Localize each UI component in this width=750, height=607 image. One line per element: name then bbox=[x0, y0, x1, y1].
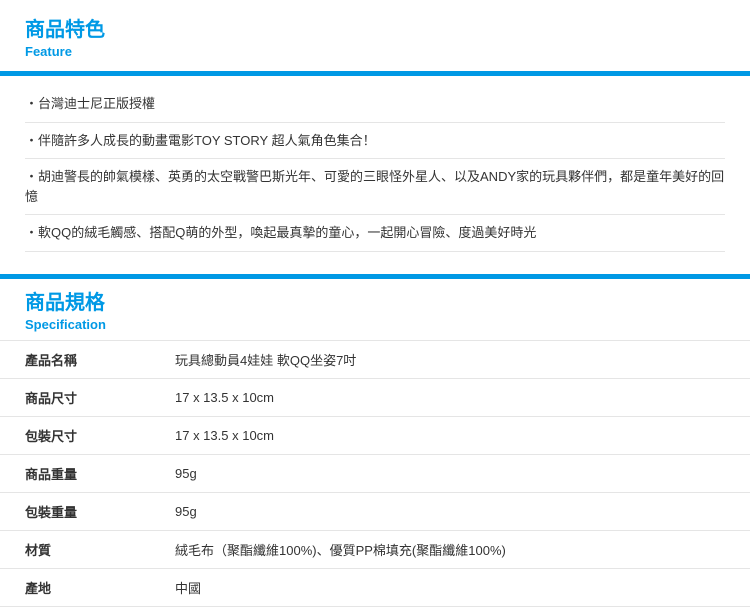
spec-value: 絨毛布（聚酯纖維100%)、優質PP棉填充(聚酯纖維100%) bbox=[150, 530, 750, 568]
table-row: 產地 中國 bbox=[0, 568, 750, 606]
spec-label: 商品重量 bbox=[0, 454, 150, 492]
spec-value: 95g bbox=[150, 492, 750, 530]
table-row: 包裝重量 95g bbox=[0, 492, 750, 530]
spec-label: 商品尺寸 bbox=[0, 378, 150, 416]
spec-value: 玩具總動員4娃娃 軟QQ坐姿7吋 bbox=[150, 341, 750, 379]
feature-section: 商品特色 Feature ・台灣迪士尼正版授權 ・伴隨許多人成長的動畫電影TOY… bbox=[0, 0, 750, 272]
spec-label: 產品名稱 bbox=[0, 341, 150, 379]
feature-item-text: 台灣迪士尼正版授權 bbox=[38, 96, 155, 111]
spec-value: 中國 bbox=[150, 568, 750, 606]
spec-value: 95g bbox=[150, 454, 750, 492]
feature-list: ・台灣迪士尼正版授權 ・伴隨許多人成長的動畫電影TOY STORY 超人氣角色集… bbox=[0, 76, 750, 272]
spec-subtitle: Specification bbox=[25, 317, 725, 332]
table-row: 材質 絨毛布（聚酯纖維100%)、優質PP棉填充(聚酯纖維100%) bbox=[0, 530, 750, 568]
spec-value: 17 x 13.5 x 10cm bbox=[150, 378, 750, 416]
spec-label: 材質 bbox=[0, 530, 150, 568]
feature-subtitle: Feature bbox=[25, 44, 725, 59]
feature-item: ・胡迪警長的帥氣模樣、英勇的太空戰警巴斯光年、可愛的三眼怪外星人、以及ANDY家… bbox=[25, 159, 725, 215]
feature-item: ・軟QQ的絨毛觸感、搭配Q萌的外型，喚起最真摯的童心，一起開心冒險、度過美好時光 bbox=[25, 215, 725, 252]
spec-header: 商品規格 Specification bbox=[0, 279, 750, 341]
spec-table: 產品名稱 玩具總動員4娃娃 軟QQ坐姿7吋 商品尺寸 17 x 13.5 x 1… bbox=[0, 341, 750, 607]
table-row: 包裝尺寸 17 x 13.5 x 10cm bbox=[0, 416, 750, 454]
feature-title: 商品特色 bbox=[25, 18, 725, 42]
table-row: 商品重量 95g bbox=[0, 454, 750, 492]
spec-section: 商品規格 Specification 產品名稱 玩具總動員4娃娃 軟QQ坐姿7吋… bbox=[0, 279, 750, 607]
feature-item: ・伴隨許多人成長的動畫電影TOY STORY 超人氣角色集合！ bbox=[25, 123, 725, 160]
table-row: 商品尺寸 17 x 13.5 x 10cm bbox=[0, 378, 750, 416]
spec-title: 商品規格 bbox=[25, 291, 725, 315]
feature-header: 商品特色 Feature bbox=[0, 0, 750, 69]
table-row: 產品名稱 玩具總動員4娃娃 軟QQ坐姿7吋 bbox=[0, 341, 750, 379]
feature-item: ・台灣迪士尼正版授權 bbox=[25, 86, 725, 123]
feature-item-text: 胡迪警長的帥氣模樣、英勇的太空戰警巴斯光年、可愛的三眼怪外星人、以及ANDY家的… bbox=[25, 169, 724, 204]
spec-label: 產地 bbox=[0, 568, 150, 606]
feature-item-text: 軟QQ的絨毛觸感、搭配Q萌的外型，喚起最真摯的童心，一起開心冒險、度過美好時光 bbox=[38, 225, 536, 240]
feature-item-text: 伴隨許多人成長的動畫電影TOY STORY 超人氣角色集合！ bbox=[38, 133, 376, 148]
spec-value: 17 x 13.5 x 10cm bbox=[150, 416, 750, 454]
spec-label: 包裝尺寸 bbox=[0, 416, 150, 454]
spec-label: 包裝重量 bbox=[0, 492, 150, 530]
